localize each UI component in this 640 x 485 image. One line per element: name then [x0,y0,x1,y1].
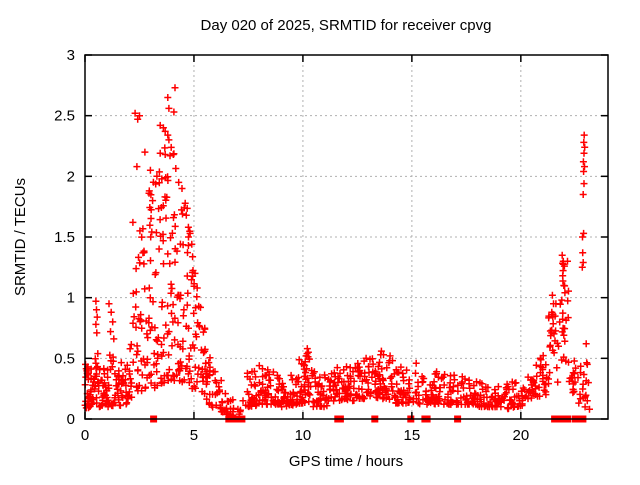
x-axis-label: GPS time / hours [289,453,403,470]
gridlines [85,55,608,419]
y-tick-label: 3 [67,47,75,64]
axis-ticks [84,54,608,420]
y-tick-label: 0 [67,411,75,428]
y-tick-label: 0.5 [54,350,75,367]
x-tick-label: 20 [512,427,529,444]
y-tick-label: 2.5 [54,108,75,125]
y-tick-label: 1 [67,290,75,307]
y-axis-label: SRMTID / TECUs [12,178,29,296]
x-tick-label: 15 [404,427,421,444]
y-tick-labels: 0 0.5 1 1.5 2 2.5 3 [54,47,75,428]
y-tick-label: 1.5 [54,229,75,246]
scatter-points [81,84,593,419]
x-tick-label: 0 [81,427,89,444]
y-tick-label: 2 [67,168,75,185]
x-tick-label: 5 [190,427,198,444]
x-tick-label: 10 [295,427,312,444]
chart-title: Day 020 of 2025, SRMTID for receiver cpv… [201,17,492,34]
x-tick-labels: 0 5 10 15 20 [81,427,529,444]
